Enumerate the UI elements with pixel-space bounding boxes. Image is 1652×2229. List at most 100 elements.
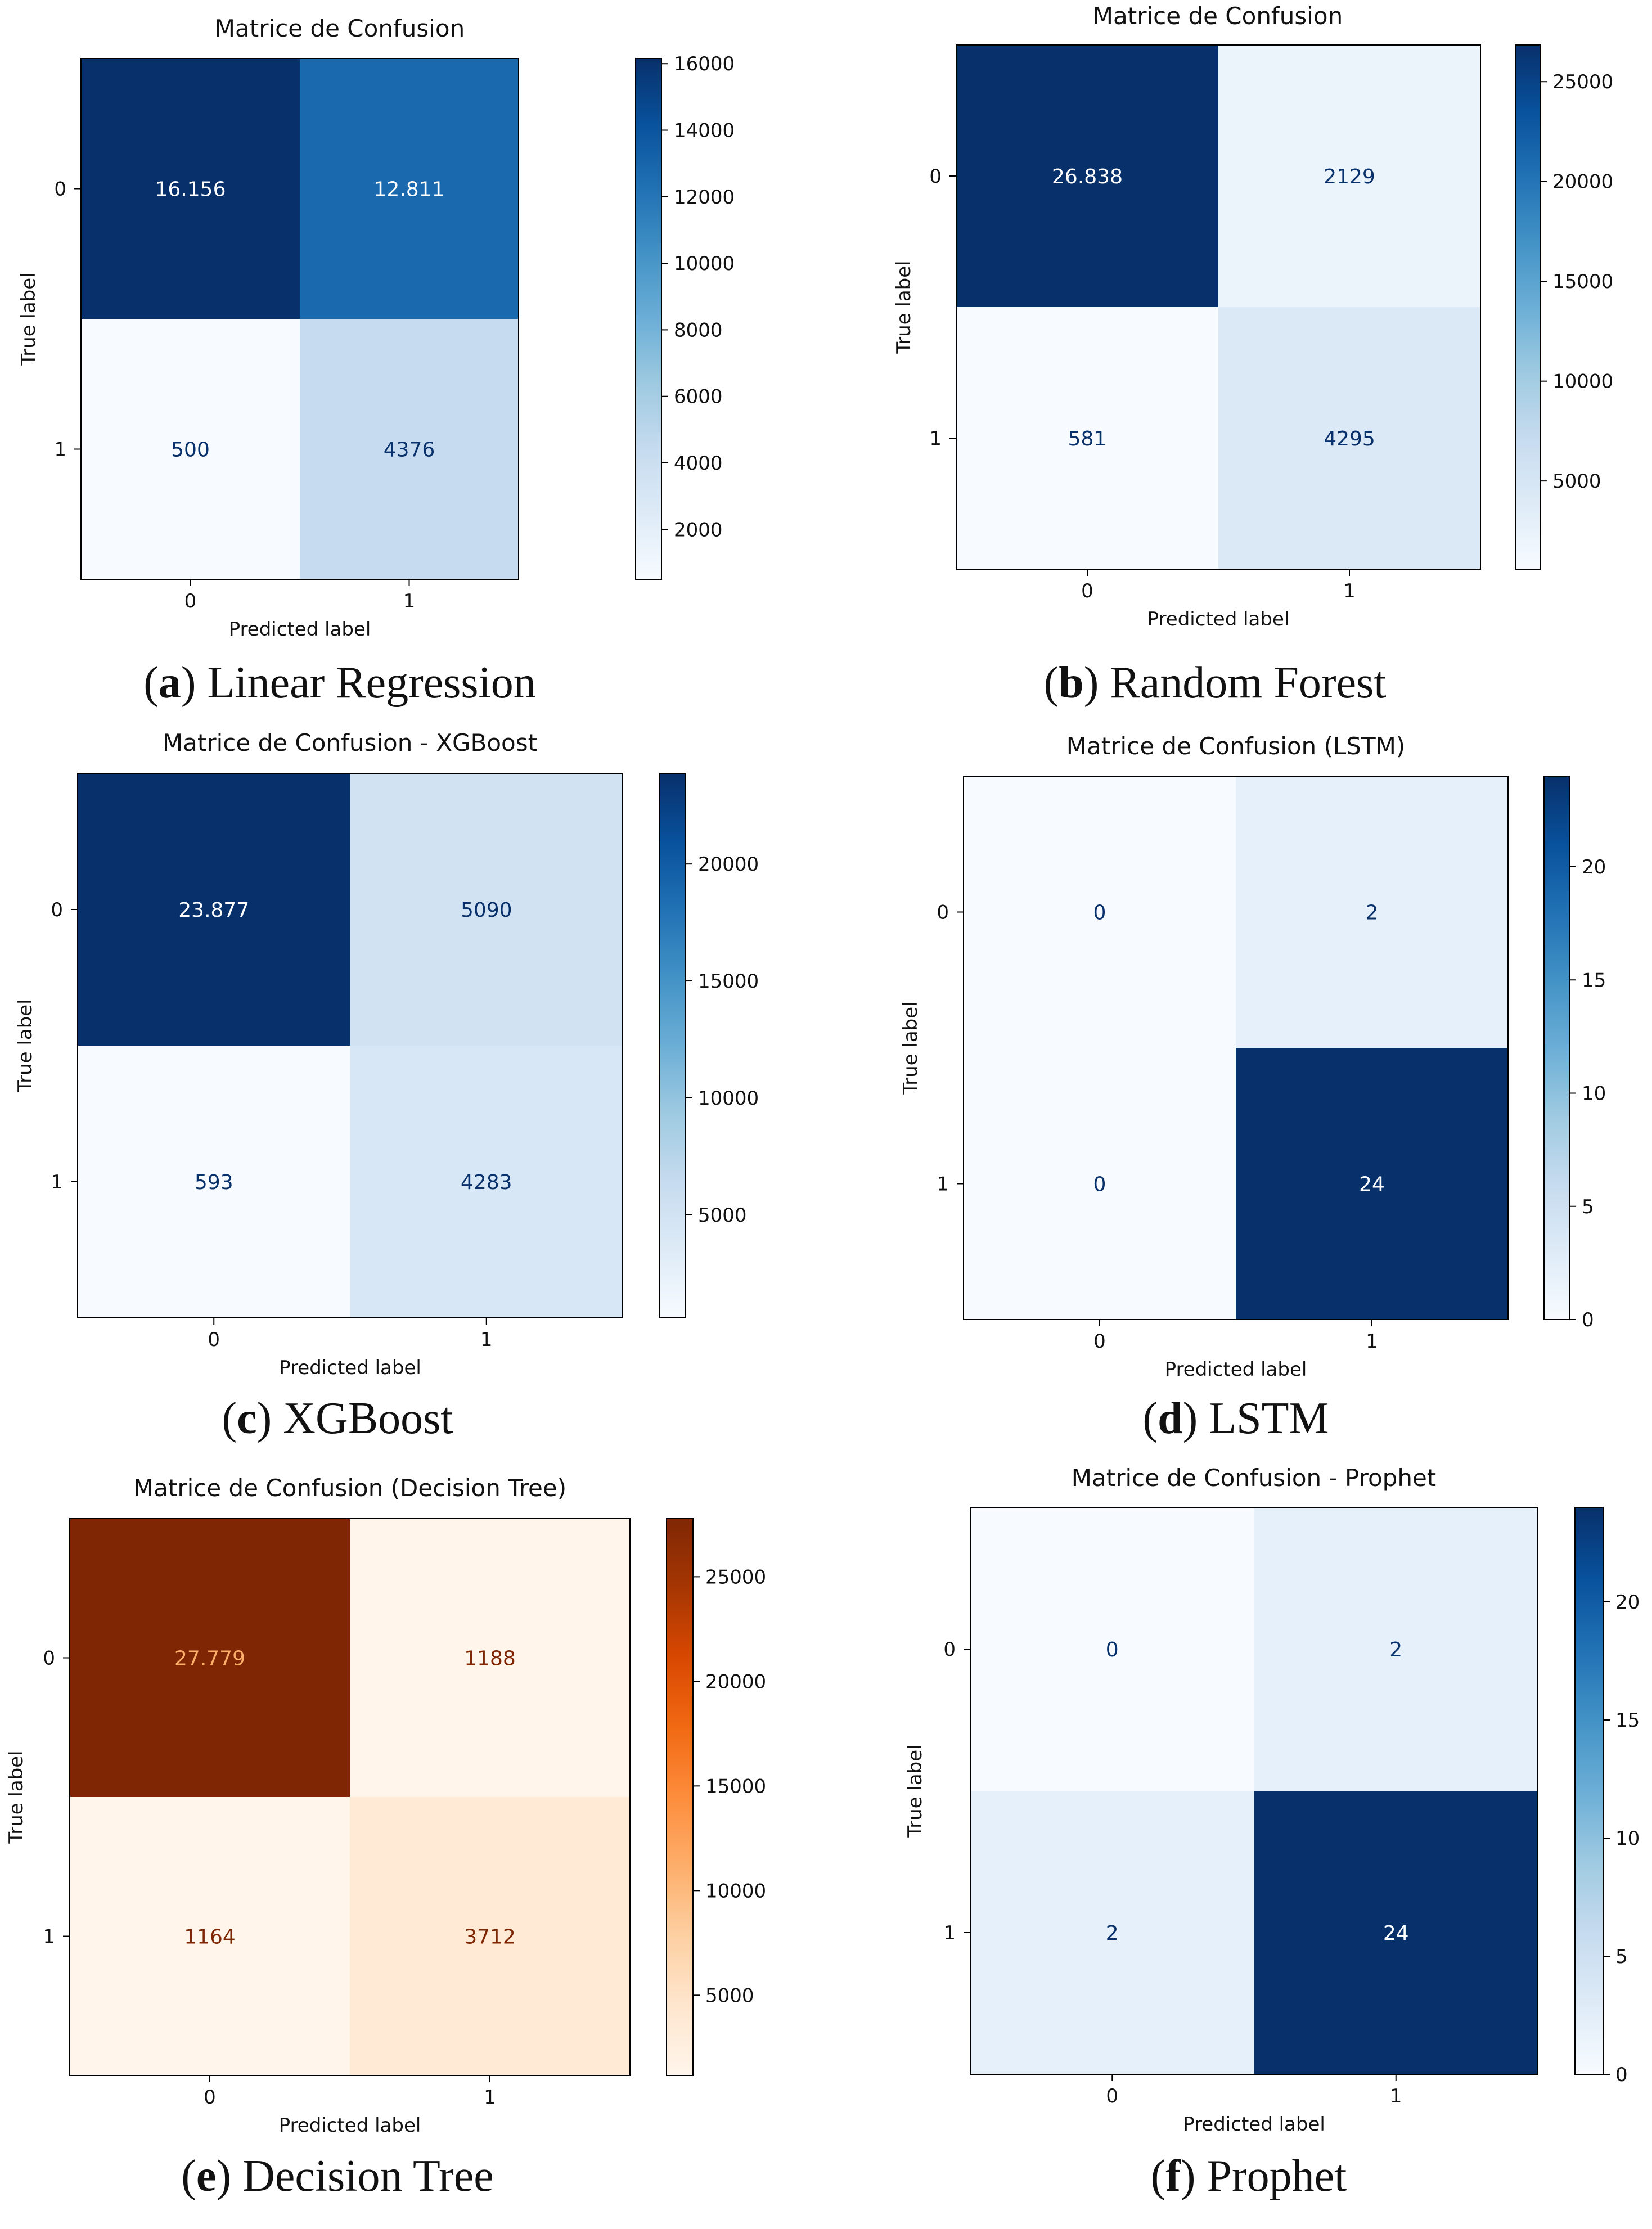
colorbar-tick-label: 8000	[674, 319, 723, 341]
chart-title: Matrice de Confusion	[1093, 2, 1343, 30]
chart-title: Matrice de Confusion - XGBoost	[163, 729, 537, 756]
heatmap-cell-r1-c0	[70, 1797, 350, 2075]
colorbar	[666, 1518, 694, 2076]
heatmap-cell-r0-c1	[1218, 45, 1480, 307]
y-axis-label: True label	[17, 272, 40, 366]
heatmap-cell-r1-c1	[1218, 307, 1480, 569]
colorbar	[635, 58, 662, 580]
x-tick-label: 1	[1343, 580, 1356, 602]
colorbar-tick-label: 14000	[674, 120, 735, 142]
x-tick-label: 0	[1106, 2085, 1118, 2108]
colorbar-tick-label: 6000	[674, 386, 723, 408]
y-tick-label: 1	[929, 427, 942, 450]
heatmap-cell-r1-c0	[964, 1048, 1236, 1320]
heatmap-cell-r1-c1	[300, 319, 519, 579]
colorbar-tick-label: 10	[1582, 1083, 1606, 1105]
heatmap-cell-r1-c0	[81, 319, 300, 579]
chart-title: Matrice de Confusion	[215, 15, 465, 42]
colorbar-tick-label: 25000	[1552, 71, 1613, 93]
y-axis-label: True label	[904, 1744, 926, 1838]
caption-letter: d	[1158, 1394, 1183, 1443]
cell-value-label: 2129	[1324, 165, 1375, 188]
heatmap-cell-r0-c1	[1236, 776, 1508, 1048]
caption-text: XGBoost	[283, 1394, 453, 1443]
colorbar-tick-label: 20	[1615, 1591, 1640, 1614]
heatmap-cell-r1-c0	[78, 1046, 350, 1318]
caption-letter: e	[196, 2151, 217, 2201]
heatmap-cell-r1-c1	[350, 1046, 623, 1318]
plot-frame	[77, 773, 623, 1318]
colorbar	[1543, 776, 1570, 1320]
caption-letter: c	[237, 1394, 257, 1443]
caption-text: LSTM	[1209, 1394, 1329, 1443]
cell-value-label: 23.877	[178, 899, 249, 922]
cell-value-label: 500	[171, 439, 210, 462]
heatmap-cell-r0-c1	[350, 1519, 630, 1797]
subfigure-caption: (d) LSTM	[1142, 1394, 1329, 1443]
colorbar-tick-label: 10000	[705, 1880, 766, 1902]
caption-text: Decision Tree	[242, 2151, 494, 2201]
colorbar-tick-label: 12000	[674, 186, 735, 209]
x-tick-label: 1	[1390, 2085, 1402, 2108]
colorbar-tick-label: 20000	[1552, 171, 1613, 193]
colorbar-tick-label: 5	[1582, 1196, 1594, 1218]
cell-value-label: 2	[1366, 902, 1379, 925]
colorbar-tick-label: 20	[1582, 856, 1606, 879]
y-tick-label: 0	[943, 1638, 956, 1661]
x-tick-label: 1	[484, 2086, 496, 2109]
x-tick-label: 1	[480, 1329, 493, 1351]
heatmap-cell-r1-c0	[956, 307, 1218, 569]
x-axis-label: Predicted label	[1147, 608, 1290, 631]
subfigure-caption: (e) Decision Tree	[181, 2151, 493, 2201]
cell-value-label: 2	[1389, 1638, 1402, 1661]
x-axis-label: Predicted label	[229, 618, 371, 641]
cell-value-label: 5090	[461, 899, 512, 922]
x-tick-label: 0	[1081, 580, 1093, 602]
x-tick-label: 0	[184, 590, 197, 613]
plot-frame	[69, 1518, 631, 2076]
cell-value-label: 0	[1106, 1638, 1119, 1661]
colorbar-tick-label: 15000	[698, 970, 759, 993]
x-axis-label: Predicted label	[1183, 2113, 1325, 2136]
cell-value-label: 26.838	[1052, 165, 1123, 188]
colorbar-tick-label: 5000	[1552, 470, 1601, 493]
cell-value-label: 24	[1383, 1922, 1409, 1945]
cell-value-label: 581	[1068, 427, 1107, 451]
colorbar-tick-label: 0	[1615, 2064, 1628, 2086]
heatmap-cell-r0-c0	[78, 773, 350, 1046]
colorbar-tick-label: 16000	[674, 53, 735, 75]
heatmap-cell-r0-c0	[81, 58, 300, 319]
x-tick-label: 0	[208, 1329, 220, 1351]
chart-title: Matrice de Confusion (LSTM)	[1066, 732, 1406, 760]
y-axis-label: True label	[14, 999, 37, 1092]
colorbar	[659, 773, 686, 1318]
chart-c: Matrice de Confusion - XGBoost 23.877 5090…	[14, 729, 759, 1443]
plot-frame	[970, 1507, 1538, 2075]
y-tick-label: 0	[937, 902, 949, 924]
colorbar-tick-label: 10000	[698, 1087, 759, 1110]
cell-value-label: 0	[1093, 902, 1106, 925]
colorbar	[1515, 44, 1541, 570]
y-tick-label: 1	[54, 439, 66, 461]
x-tick-label: 1	[1366, 1330, 1378, 1353]
colorbar-tick-label: 15	[1615, 1709, 1640, 1732]
cell-value-label: 12.811	[374, 178, 445, 201]
cell-value-label: 1164	[184, 1926, 236, 1949]
heatmap-cell-r0-c0	[956, 45, 1218, 307]
chart-title: Matrice de Confusion - Prophet	[1072, 1464, 1437, 1492]
heatmap-cell-r1-c1	[1254, 1791, 1538, 2074]
colorbar-tick-label: 2000	[674, 519, 723, 541]
colorbar-tick-label: 5	[1615, 1946, 1628, 1968]
colorbar-tick-label: 25000	[705, 1566, 766, 1588]
plot-frame	[80, 58, 519, 580]
chart-d: Matrice de Confusion (LSTM)0 20 240 101Pred…	[899, 732, 1606, 1443]
subfigure-caption: (f) Prophet	[1151, 2151, 1347, 2201]
chart-a: Matrice de Confusion 16.156 12.811 500 4376 0…	[17, 15, 735, 708]
caption-letter: f	[1165, 2151, 1181, 2201]
cell-value-label: 2	[1106, 1922, 1119, 1945]
colorbar-tick-label: 10000	[674, 253, 735, 275]
y-tick-label: 1	[51, 1171, 63, 1194]
cell-value-label: 1188	[464, 1647, 516, 1670]
y-axis-label: True label	[5, 1750, 28, 1844]
